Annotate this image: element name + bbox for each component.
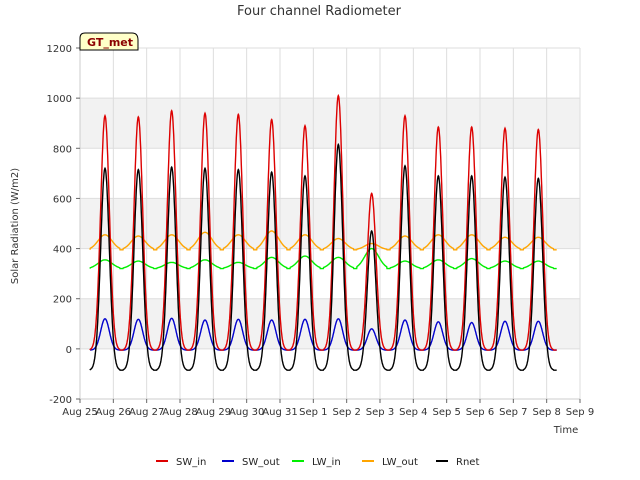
x-axis-label: Time: [553, 425, 578, 436]
band-0: [80, 348, 580, 399]
y-tick-label-1: 0: [66, 345, 72, 356]
series-line-lw-in: [89, 247, 557, 270]
y-tick-label-4: 600: [53, 194, 72, 205]
x-tick-label-5: Aug 30: [229, 407, 264, 418]
y-axis: -200 0 200 400 600 800 1000 1200: [47, 44, 81, 406]
band-3: [80, 198, 580, 249]
x-tick-label-13: Sep 7: [499, 407, 527, 418]
y-axis-label: Solar Radiation (W/m2): [10, 168, 21, 284]
x-tick-label-4: Aug 29: [196, 407, 231, 418]
chart-title: Four channel Radiometer: [237, 4, 402, 19]
series-line-sw-in: [89, 93, 557, 351]
x-tick-label-11: Sep 5: [432, 407, 460, 418]
x-tick-label-12: Sep 6: [466, 407, 494, 418]
legend-label-rnet: Rnet: [456, 457, 479, 468]
band-4: [80, 148, 580, 199]
band-2: [80, 248, 580, 299]
legend-label-sw-out: SW_out: [242, 457, 280, 468]
legend: SW_in SW_out LW_in LW_out Rnet: [156, 457, 479, 468]
series-layer: [89, 93, 557, 371]
y-tick-label-6: 1000: [47, 94, 72, 105]
x-tick-label-15: Sep 9: [566, 407, 594, 418]
gt-met-badge: GT_met: [79, 32, 139, 51]
x-tick-label-9: Sep 3: [366, 407, 394, 418]
x-tick-label-1: Aug 26: [96, 407, 131, 418]
legend-label-lw-in: LW_in: [312, 457, 341, 468]
x-tick-label-8: Sep 2: [332, 407, 360, 418]
y-tick-label-2: 200: [53, 295, 72, 306]
x-tick-label-6: Aug 31: [262, 407, 297, 418]
x-tick-label-0: Aug 25: [62, 407, 97, 418]
y-tick-label-3: 400: [53, 245, 72, 256]
y-tick-label-7: 1200: [47, 44, 72, 55]
y-tick-label-5: 800: [53, 144, 72, 155]
gt-met-label: GT_met: [87, 36, 133, 49]
band-5: [80, 98, 580, 149]
band-6: [80, 48, 580, 99]
y-tick-label-0: -200: [49, 395, 72, 406]
x-tick-label-10: Sep 4: [399, 407, 427, 418]
series-line-rnet: [89, 142, 557, 371]
legend-label-lw-out: LW_out: [382, 457, 418, 468]
legend-label-sw-in: SW_in: [176, 457, 206, 468]
x-tick-label-7: Sep 1: [299, 407, 327, 418]
x-tick-label-2: Aug 27: [129, 407, 164, 418]
x-tick-label-14: Sep 8: [532, 407, 560, 418]
x-tick-label-3: Aug 28: [162, 407, 197, 418]
